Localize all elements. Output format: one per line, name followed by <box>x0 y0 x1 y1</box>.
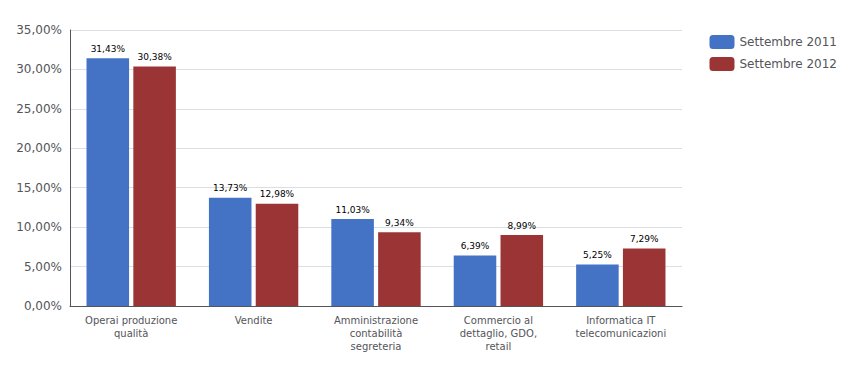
svg-text:Commercio al: Commercio al <box>464 315 533 326</box>
svg-text:20,00%: 20,00% <box>16 141 62 155</box>
svg-text:5,00%: 5,00% <box>24 260 62 274</box>
svg-text:12,98%: 12,98% <box>260 189 295 199</box>
svg-text:6,39%: 6,39% <box>461 241 490 251</box>
svg-text:7,29%: 7,29% <box>630 234 659 244</box>
svg-text:segreteria: segreteria <box>351 341 402 352</box>
svg-text:9,34%: 9,34% <box>385 218 414 228</box>
svg-text:8,99%: 8,99% <box>508 221 537 231</box>
svg-text:Informatica IT: Informatica IT <box>586 315 656 326</box>
svg-text:Settembre 2012: Settembre 2012 <box>739 57 837 71</box>
svg-text:25,00%: 25,00% <box>16 102 62 116</box>
svg-text:retail: retail <box>486 341 512 352</box>
svg-text:11,03%: 11,03% <box>335 205 370 215</box>
svg-text:contabilità: contabilità <box>350 328 403 339</box>
svg-text:Operai produzione: Operai produzione <box>85 315 177 326</box>
svg-text:0,00%: 0,00% <box>24 299 62 313</box>
svg-text:Vendite: Vendite <box>235 315 273 326</box>
svg-text:Settembre 2011: Settembre 2011 <box>739 35 837 49</box>
svg-text:31,43%: 31,43% <box>91 44 126 54</box>
svg-text:dettaglio, GDO,: dettaglio, GDO, <box>460 328 537 339</box>
svg-text:30,38%: 30,38% <box>137 52 172 62</box>
svg-text:Amministrazione: Amministrazione <box>334 315 418 326</box>
svg-text:qualità: qualità <box>114 328 148 339</box>
svg-text:5,25%: 5,25% <box>583 250 612 260</box>
svg-text:telecomunicazioni: telecomunicazioni <box>575 328 666 339</box>
svg-text:15,00%: 15,00% <box>16 181 62 195</box>
svg-text:10,00%: 10,00% <box>16 220 62 234</box>
svg-text:30,00%: 30,00% <box>16 62 62 76</box>
svg-text:35,00%: 35,00% <box>16 23 62 37</box>
svg-text:13,73%: 13,73% <box>213 183 248 193</box>
